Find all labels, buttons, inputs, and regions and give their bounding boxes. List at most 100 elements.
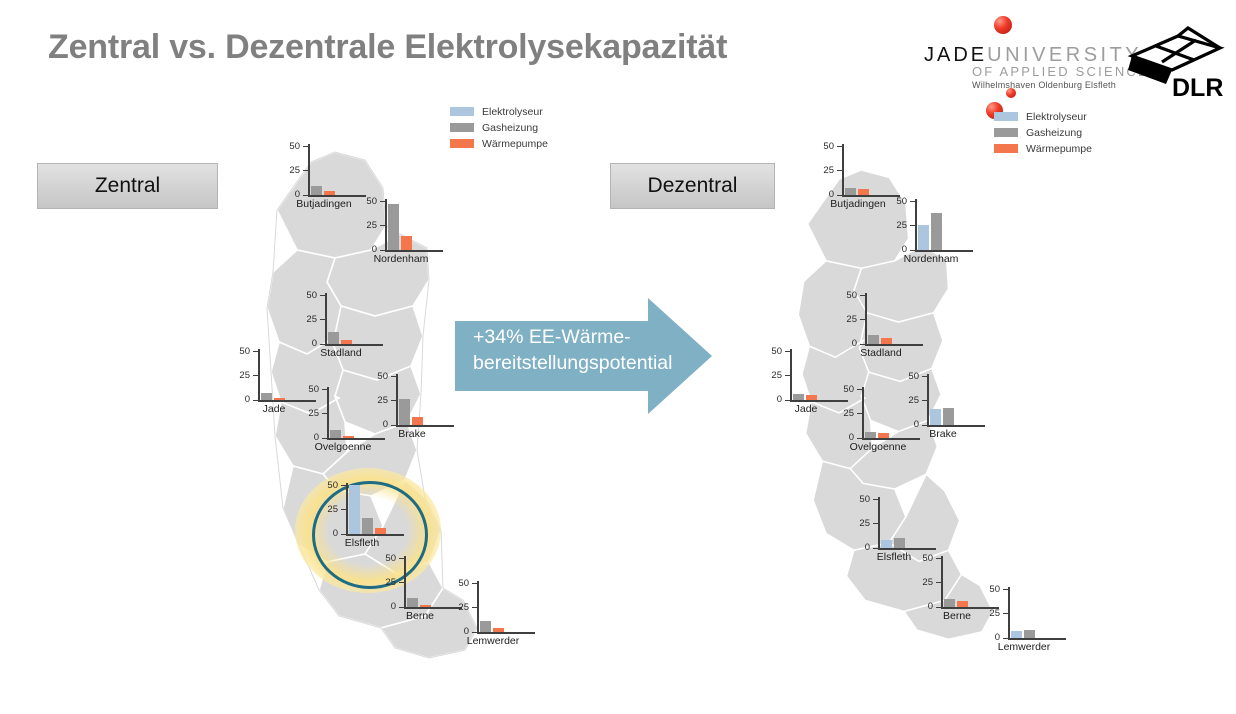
chart-bars xyxy=(407,555,462,607)
chart-y-tick-label: 0 xyxy=(382,419,388,430)
chart-y-tick-label: 50 xyxy=(922,553,933,564)
chart-bar-gasheizung xyxy=(894,537,905,548)
legend-swatch-elektrolyseur xyxy=(994,112,1018,121)
chart-y-tick-label: 25 xyxy=(989,608,1000,619)
chart-y-tick-label: 25 xyxy=(843,408,854,419)
chart-category-label: Stadland xyxy=(860,347,902,359)
chart-category-label: Ovelgoenne xyxy=(314,441,372,453)
mini-bar-chart: 50 25 0 Berne xyxy=(911,554,1003,622)
chart-category-label: Butjadingen xyxy=(296,198,352,210)
chart-y-tick xyxy=(253,400,259,402)
chart-bar-gasheizung xyxy=(943,407,954,425)
chart-y-tick-label: 0 xyxy=(828,189,834,200)
mini-bar-chart: 50 25 0 Stadland xyxy=(835,291,927,359)
chart-y-tick xyxy=(399,558,405,560)
chart-y-tick-label: 0 xyxy=(311,338,317,349)
chart-bar-gasheizung xyxy=(311,185,322,195)
mini-bar-chart: 50 25 0 Stadland xyxy=(295,291,387,359)
mini-bar-chart: 50 25 0 Elsfleth xyxy=(848,495,940,563)
chart-bar-waermepumpe xyxy=(420,605,431,607)
jade-logo-jade: JADE xyxy=(924,44,988,66)
chart-y-tick-label: 0 xyxy=(313,432,319,443)
legend-label-waermepumpe: Wärmepumpe xyxy=(1026,142,1092,155)
chart-y-tick xyxy=(910,225,916,227)
chart-bar-gasheizung xyxy=(845,188,856,195)
legend-swatch-gasheizung xyxy=(450,123,474,132)
chart-y-tick xyxy=(860,319,866,321)
chart-y-tick xyxy=(391,376,397,378)
chart-y-tick xyxy=(322,413,328,415)
jade-logo-applied-sciences: OF APPLIED SCIENCES xyxy=(972,64,1160,79)
chart-y-tick-label: 50 xyxy=(823,141,834,152)
arrow-shape-icon xyxy=(455,298,712,414)
mini-bar-chart: 50 25 0 Ovelgoenne xyxy=(832,385,924,453)
chart-y-tick xyxy=(873,499,879,501)
chart-bar-waermepumpe xyxy=(274,398,285,400)
chart-y-tick xyxy=(922,425,928,427)
chart-bars xyxy=(1011,586,1066,638)
chart-x-axis xyxy=(842,195,900,197)
chart-y-tick-label: 50 xyxy=(306,290,317,301)
chart-y-tick xyxy=(785,375,791,377)
chart-y-tick xyxy=(472,607,478,609)
chart-y-tick xyxy=(936,558,942,560)
chart-y-tick xyxy=(873,548,879,550)
chart-bar-gasheizung xyxy=(868,334,879,344)
chart-y-tick-label: 25 xyxy=(922,577,933,588)
chart-bars xyxy=(868,292,923,344)
map-dezentral xyxy=(750,130,1070,670)
chart-y-tick-label: 25 xyxy=(377,395,388,406)
legend-item-waermepumpe: Wärmepumpe xyxy=(450,137,548,150)
chart-y-tick xyxy=(922,376,928,378)
chart-x-axis xyxy=(915,250,973,252)
chart-bar-waermepumpe xyxy=(341,340,352,344)
chart-category-label: Jade xyxy=(262,403,286,415)
chart-y-tick xyxy=(837,195,843,197)
chart-bar-waermepumpe xyxy=(412,417,423,425)
chart-bar-gasheizung xyxy=(407,597,418,607)
legend-item-gasheizung: Gasheizung xyxy=(450,121,548,134)
chart-x-axis xyxy=(941,607,999,609)
chart-bars xyxy=(311,143,366,195)
chart-bars xyxy=(881,496,936,548)
legend-label-gasheizung: Gasheizung xyxy=(1026,126,1083,139)
chart-y-tick xyxy=(399,582,405,584)
chart-y-tick-label: 50 xyxy=(843,384,854,395)
chart-y-tick-label: 25 xyxy=(458,602,469,613)
chart-bar-gasheizung xyxy=(362,517,373,534)
chart-y-tick-label: 50 xyxy=(377,371,388,382)
chart-y-tick xyxy=(837,170,843,172)
legend-item-gasheizung: Gasheizung xyxy=(994,126,1092,139)
chart-y-tick xyxy=(391,400,397,402)
chart-y-tick-label: 25 xyxy=(289,165,300,176)
chart-y-tick-label: 50 xyxy=(771,346,782,357)
chart-y-tick-label: 0 xyxy=(851,338,857,349)
chart-x-axis xyxy=(308,195,366,197)
legend-label-elektrolyseur: Elektrolyseur xyxy=(482,105,543,118)
chart-y-tick xyxy=(936,607,942,609)
chart-y-tick xyxy=(253,375,259,377)
chart-category-label: Elsfleth xyxy=(876,551,912,563)
mini-bar-chart: 50 25 0 Berne xyxy=(374,554,466,622)
chart-y-tick-label: 0 xyxy=(390,601,396,612)
chart-y-tick xyxy=(837,146,843,148)
transition-arrow: +34% EE-Wärme- bereitstellungspotential xyxy=(455,296,712,416)
chart-y-tick xyxy=(860,344,866,346)
chart-category-label: Ovelgoenne xyxy=(849,441,907,453)
chart-x-axis xyxy=(346,534,404,536)
chart-y-tick-label: 25 xyxy=(859,518,870,529)
chart-y-tick-label: 50 xyxy=(327,480,338,491)
chart-y-tick xyxy=(341,509,347,511)
chart-y-tick xyxy=(936,582,942,584)
chart-bar-elektrolyseur xyxy=(1011,631,1022,638)
chart-bar-waermepumpe xyxy=(806,395,817,400)
chart-x-axis xyxy=(1008,638,1066,640)
legend-swatch-waermepumpe xyxy=(450,139,474,148)
chart-y-tick xyxy=(1003,613,1009,615)
chart-bars xyxy=(918,198,973,250)
chart-category-label: Jade xyxy=(794,403,818,415)
mini-bar-chart: 50 25 0 Ovelgoenne xyxy=(297,385,389,453)
legend-swatch-elektrolyseur xyxy=(450,107,474,116)
chart-bars xyxy=(865,386,920,438)
